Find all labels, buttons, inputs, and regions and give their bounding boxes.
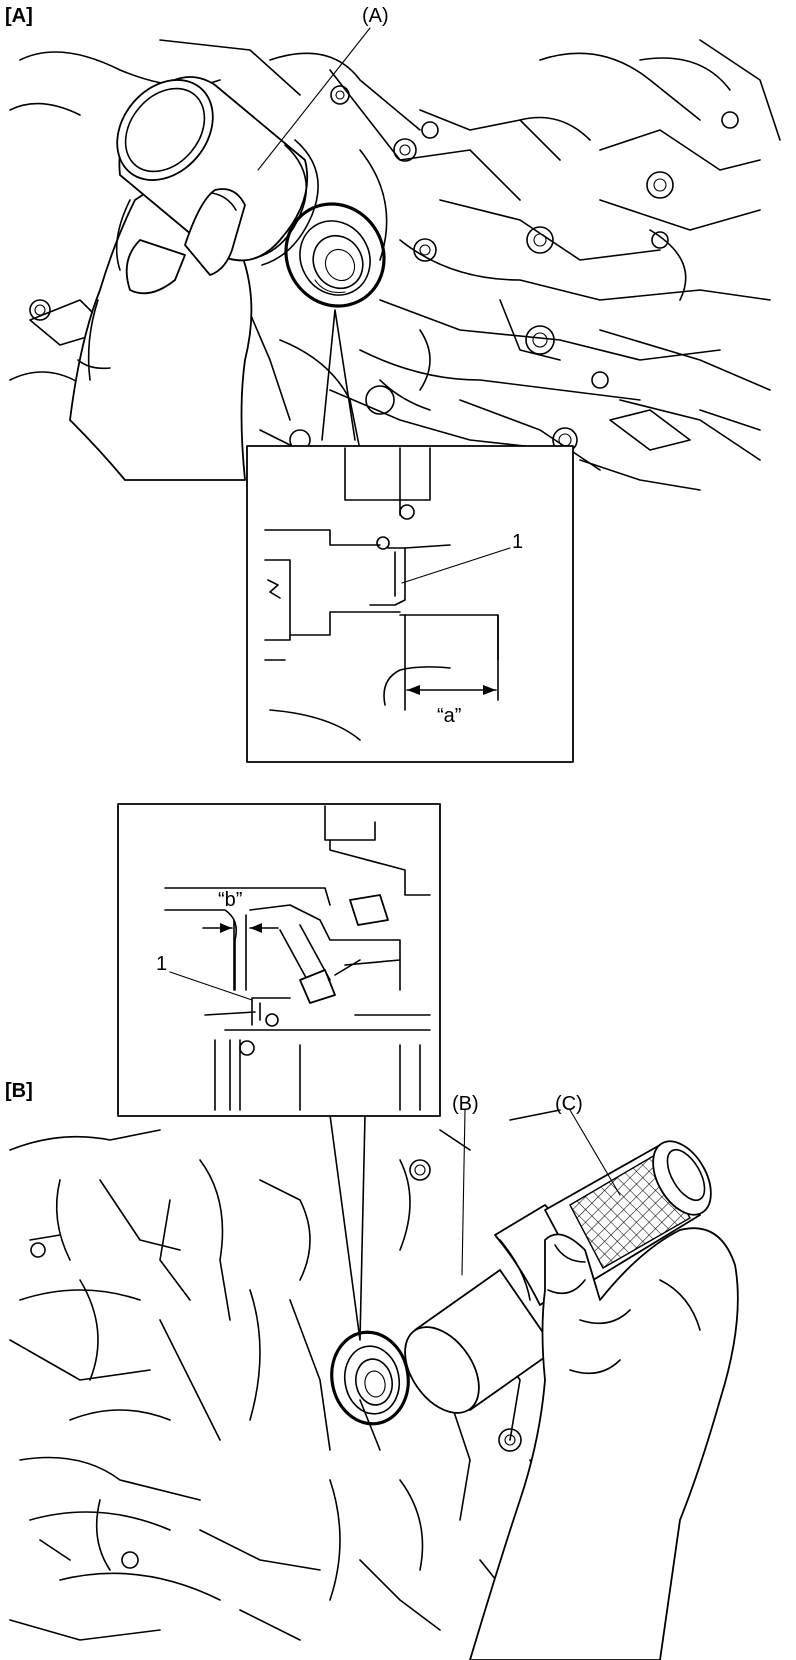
tool-c-leader	[569, 1109, 621, 1196]
detail-view-a	[246, 445, 574, 763]
bolts-a	[29, 85, 739, 453]
dimension-a-label: “a”	[437, 705, 461, 727]
part-1-label-a: 1	[512, 531, 523, 553]
detail-leader-b	[329, 1114, 366, 1341]
tool-c-label: (C)	[555, 1093, 583, 1115]
detail-view-b	[117, 803, 441, 1117]
tool-b	[404, 1204, 572, 1414]
tool-a-label: (A)	[362, 5, 389, 27]
hand-b	[469, 1227, 739, 1660]
part-1-leader-a	[401, 547, 511, 584]
tool-b-leader	[461, 1109, 466, 1276]
section-a-illustration	[9, 27, 781, 491]
thumb-a	[125, 188, 246, 295]
transmission-case-a	[9, 39, 781, 491]
section-label-a: [A]	[5, 5, 33, 27]
oil-seal-a	[284, 202, 386, 308]
tool-b-label: (B)	[452, 1093, 479, 1115]
detail-leader-a	[321, 309, 356, 441]
dimension-b-label: “b”	[218, 889, 242, 911]
tool-a-leader	[257, 27, 371, 171]
oil-seal-b	[330, 1330, 410, 1426]
part-1-label-b: 1	[156, 953, 167, 975]
part-1-leader-b	[169, 971, 253, 1001]
tool-a	[116, 76, 319, 266]
section-label-b: [B]	[5, 1080, 33, 1102]
section-b-illustration	[9, 1109, 739, 1660]
bolts-b	[30, 1159, 522, 1569]
